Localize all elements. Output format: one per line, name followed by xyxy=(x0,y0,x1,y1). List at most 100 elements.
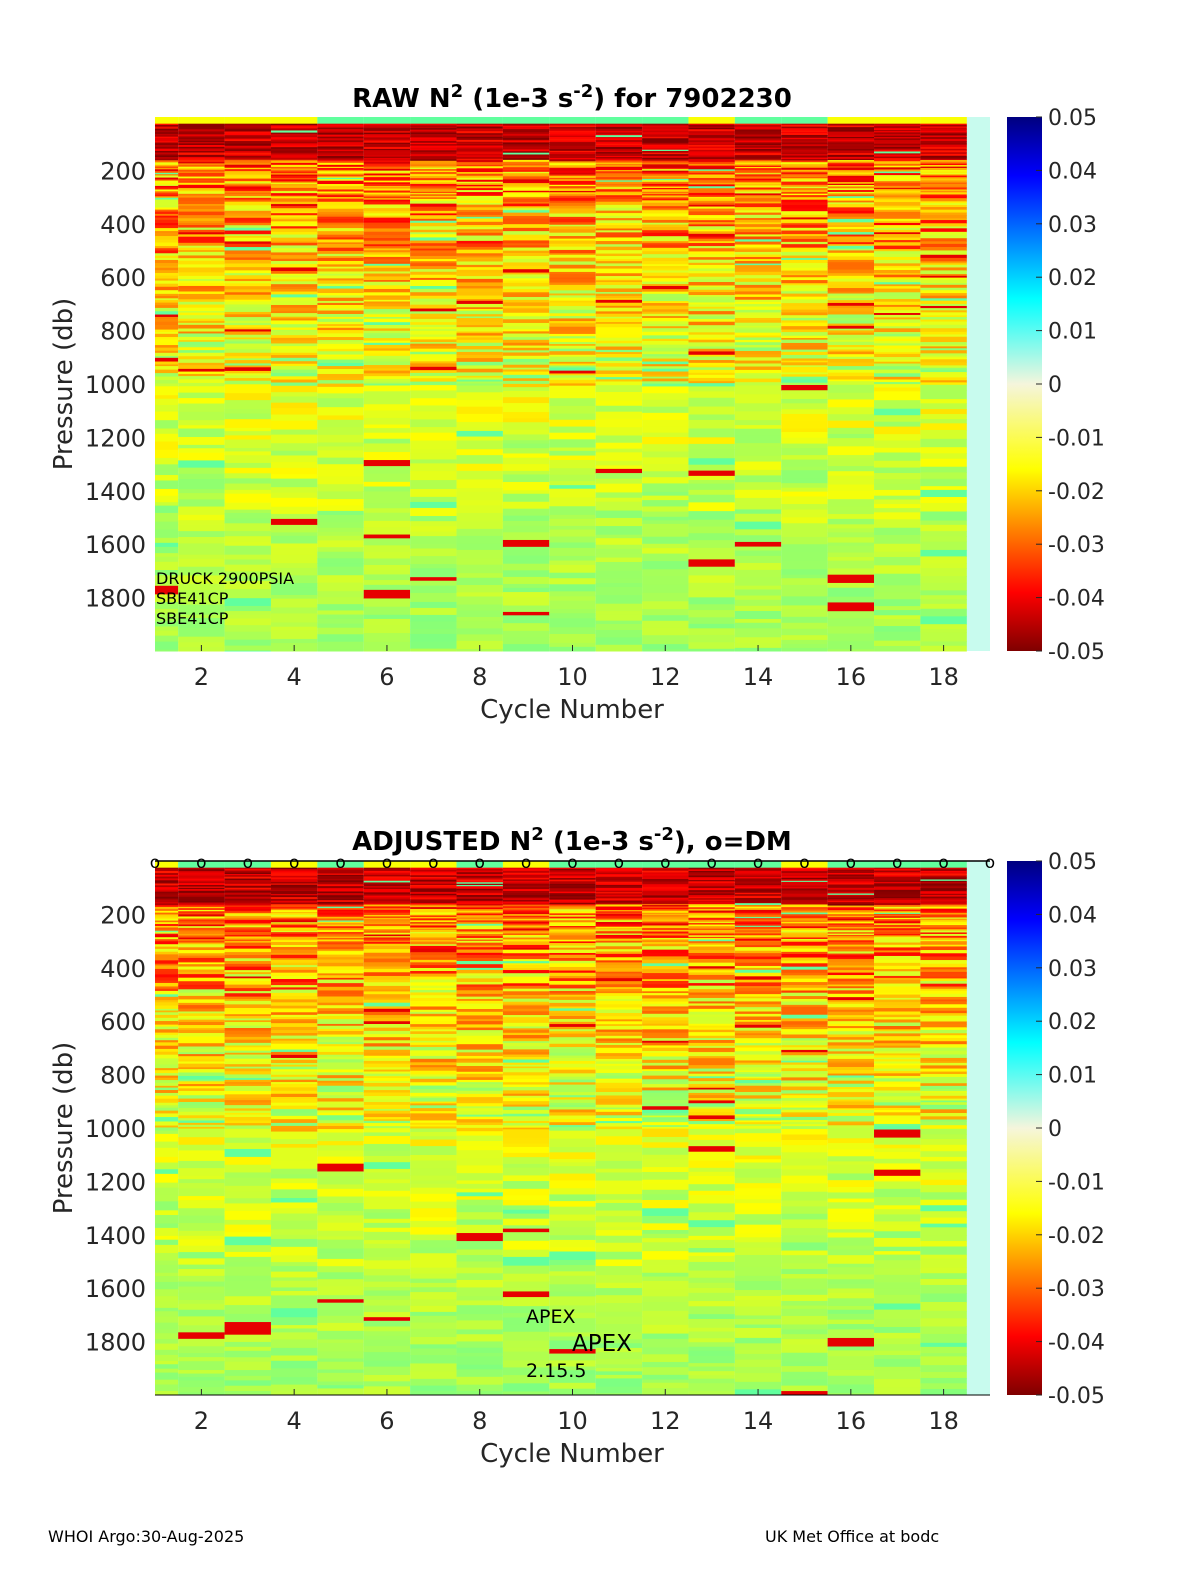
heatmap-cell xyxy=(734,509,782,515)
heatmap-cell xyxy=(178,279,225,282)
heatmap-cell xyxy=(410,336,457,340)
heatmap-cell xyxy=(363,994,411,999)
heatmap-cell xyxy=(155,1244,179,1254)
heatmap-cell xyxy=(224,334,271,339)
heatmap-cell xyxy=(224,149,271,152)
heatmap-cell xyxy=(642,1082,689,1085)
heatmap-cell xyxy=(224,1125,271,1130)
heatmap-cell xyxy=(920,160,967,163)
heatmap-cell xyxy=(410,1355,457,1364)
heatmap-cell xyxy=(410,1208,457,1218)
heatmap-cell xyxy=(456,167,503,170)
heatmap-cell xyxy=(502,1256,550,1267)
heatmap-cell xyxy=(642,399,689,408)
heatmap-cell xyxy=(456,1065,503,1070)
heatmap-cell xyxy=(642,135,689,138)
heatmap-cell xyxy=(410,357,457,362)
colorbar-tick-label: 0.01 xyxy=(1048,320,1097,345)
heatmap-cell xyxy=(410,1259,457,1269)
heatmap-cell xyxy=(178,921,225,924)
heatmap-cell xyxy=(317,1056,364,1060)
heatmap-cell xyxy=(502,532,550,541)
heatmap-cell xyxy=(502,973,550,978)
heatmap-cell xyxy=(734,342,782,346)
heatmap-cell xyxy=(642,1103,689,1107)
heatmap-cell xyxy=(642,1050,689,1054)
heatmap-cell xyxy=(178,444,225,449)
heatmap-cell xyxy=(642,548,689,555)
heatmap-cell xyxy=(178,129,225,132)
heatmap-cell xyxy=(688,222,735,225)
heatmap-cell xyxy=(642,180,689,183)
heatmap-cell xyxy=(270,291,318,295)
heatmap-cell xyxy=(827,499,875,507)
heatmap-cell xyxy=(270,304,318,309)
heatmap-cell xyxy=(270,1002,318,1007)
heatmap-cell xyxy=(363,932,411,936)
heatmap-cell xyxy=(595,235,643,238)
heatmap-cell xyxy=(502,192,550,195)
heatmap-cell xyxy=(595,1282,643,1289)
heatmap-cell xyxy=(456,875,503,879)
heatmap-cell xyxy=(734,173,782,175)
heatmap-cell xyxy=(874,440,921,449)
heatmap-cell xyxy=(155,608,179,614)
heatmap-cell xyxy=(363,1243,411,1249)
heatmap-cell xyxy=(549,167,596,170)
heatmap-cell xyxy=(317,649,364,652)
heatmap-cell xyxy=(688,939,735,942)
heatmap-cell xyxy=(317,1062,364,1067)
heatmap-cell xyxy=(642,601,689,610)
heatmap-cell xyxy=(549,1012,596,1017)
heatmap-cell xyxy=(456,949,503,954)
heatmap-cell xyxy=(781,155,828,158)
heatmap-cell xyxy=(270,329,318,332)
heatmap-cell xyxy=(270,594,318,600)
heatmap-cell xyxy=(178,1252,225,1259)
heatmap-cell xyxy=(688,117,735,125)
heatmap-cell xyxy=(155,1040,179,1043)
heatmap-cell xyxy=(595,282,643,286)
heatmap-cell xyxy=(874,190,921,193)
heatmap-cell xyxy=(363,911,411,914)
heatmap-cell xyxy=(827,281,875,285)
heatmap-cell xyxy=(155,373,179,378)
heatmap-cell xyxy=(827,250,875,254)
heatmap-cell xyxy=(920,438,967,448)
heatmap-cell xyxy=(363,132,411,135)
heatmap-cell xyxy=(155,1296,179,1303)
heatmap-cell xyxy=(549,166,596,169)
heatmap-cell xyxy=(155,1024,179,1028)
heatmap-cell xyxy=(270,1255,318,1263)
heatmap-cell xyxy=(688,354,735,358)
heatmap-cell xyxy=(317,895,364,898)
heatmap-cell xyxy=(224,876,271,880)
heatmap-cell xyxy=(781,173,828,176)
heatmap-cell xyxy=(827,117,875,125)
heatmap-cell xyxy=(224,215,271,219)
heatmap-cell xyxy=(270,313,318,318)
heatmap-cell xyxy=(456,933,503,937)
heatmap-cell xyxy=(410,905,457,908)
heatmap-cell xyxy=(270,143,318,145)
heatmap-cell xyxy=(688,1003,735,1007)
heatmap-cell xyxy=(178,1092,225,1096)
heatmap-cell xyxy=(410,145,457,149)
heatmap-cell xyxy=(155,123,179,126)
heatmap-cell xyxy=(920,148,967,151)
heatmap-cell xyxy=(317,877,364,880)
heatmap-cell xyxy=(642,376,689,379)
heatmap-cell xyxy=(502,927,550,930)
heatmap-cell xyxy=(920,187,967,190)
heatmap-cell xyxy=(642,244,689,249)
heatmap-cell xyxy=(178,1079,225,1082)
heatmap-cell xyxy=(642,224,689,228)
heatmap-cell xyxy=(781,574,828,579)
heatmap-cell xyxy=(363,134,411,137)
heatmap-cell xyxy=(874,117,921,125)
heatmap-cell xyxy=(456,1212,503,1220)
heatmap-cell xyxy=(270,979,318,983)
heatmap-cell xyxy=(502,208,550,211)
heatmap-cell xyxy=(781,172,828,175)
heatmap-cell xyxy=(874,135,921,138)
